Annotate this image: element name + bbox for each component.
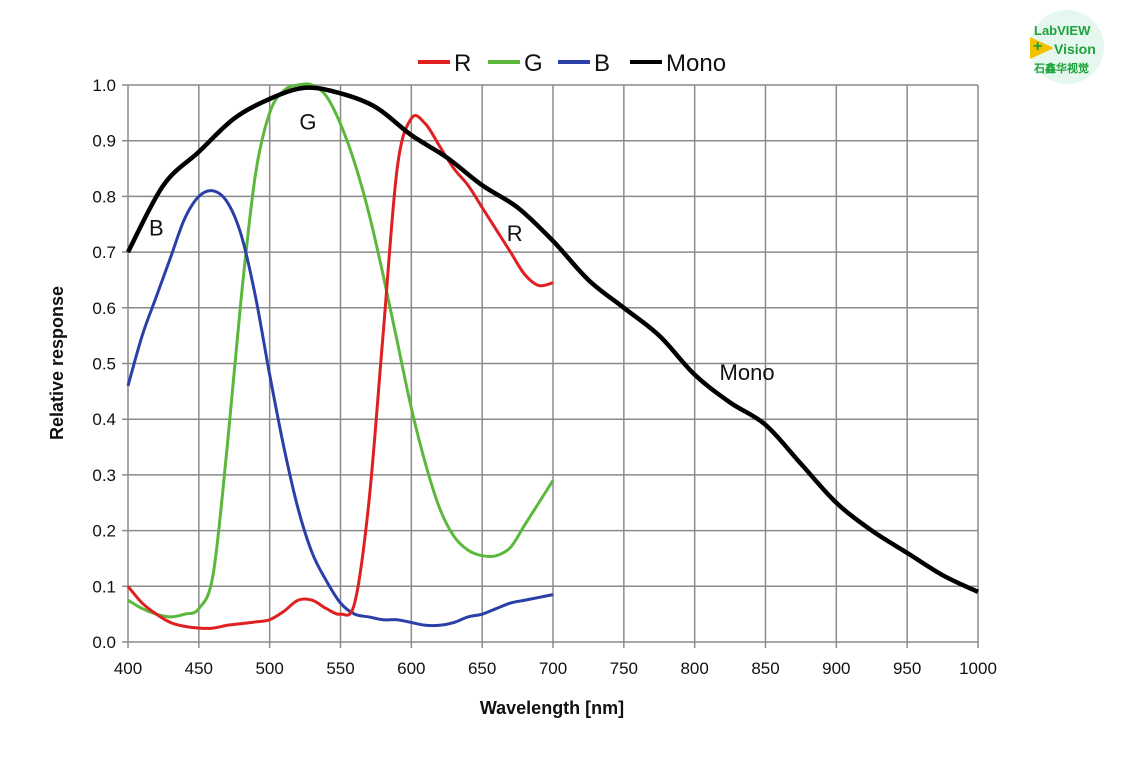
logo-triangle-icon (1030, 37, 1054, 59)
y-tick-label: 0.0 (92, 633, 116, 652)
y-tick-label: 0.8 (92, 187, 116, 206)
y-tick-label: 0.9 (92, 132, 116, 151)
annotation-label: R (507, 221, 523, 246)
annotation-label: B (149, 215, 164, 240)
series-lines (126, 82, 979, 630)
x-tick-label: 550 (326, 659, 354, 678)
y-tick-label: 0.5 (92, 355, 116, 374)
annotation-label: Mono (720, 360, 775, 385)
legend-label-r: R (454, 50, 471, 77)
x-tick-label: 500 (255, 659, 283, 678)
y-tick-label: 0.7 (92, 243, 116, 262)
logo-line3: 石鑫华视觉 (1034, 63, 1089, 75)
y-tick-label: 0.2 (92, 522, 116, 541)
y-tick-label: 0.4 (92, 410, 116, 429)
legend-label-g: G (524, 50, 543, 77)
y-axis-title: Relative response (47, 286, 67, 440)
series-line-r (126, 114, 554, 630)
x-tick-label: 1000 (959, 659, 997, 678)
logo-line2: Vision (1054, 41, 1096, 57)
y-tick-label: 0.6 (92, 299, 116, 318)
series-line-g (127, 82, 555, 619)
x-tick-label: 400 (114, 659, 142, 678)
legend-label-mono: Mono (666, 50, 726, 77)
tick-labels: 400 450 500 550 600 650 700 750 800 850 900 950 1000… (92, 76, 997, 678)
series-line-mono (126, 85, 979, 594)
x-tick-label: 600 (397, 659, 425, 678)
grid (122, 84, 979, 648)
x-tick-label: 800 (680, 659, 708, 678)
y-tick-label: 0.3 (92, 466, 116, 485)
x-tick-label: 700 (539, 659, 567, 678)
logo-line1: LabVIEW (1034, 23, 1091, 38)
x-tick-label: 900 (822, 659, 850, 678)
labview-vision-logo: + LabVIEW Vision 石鑫华视觉 (1030, 10, 1104, 84)
legend-label-b: B (594, 50, 610, 77)
legend: R G B Mono (418, 50, 726, 77)
x-axis-title: Wavelength [nm] (480, 698, 624, 718)
series-line-b (126, 189, 554, 628)
annotation-label: G (299, 110, 316, 135)
annotations: B G R Mono (149, 110, 775, 386)
logo-plus-icon: + (1033, 38, 1043, 55)
x-tick-label: 850 (751, 659, 779, 678)
x-tick-label: 650 (468, 659, 496, 678)
x-tick-label: 950 (893, 659, 921, 678)
y-tick-label: 1.0 (92, 76, 116, 95)
y-tick-label: 0.1 (92, 577, 116, 596)
x-tick-label: 750 (610, 659, 638, 678)
x-tick-label: 450 (185, 659, 213, 678)
